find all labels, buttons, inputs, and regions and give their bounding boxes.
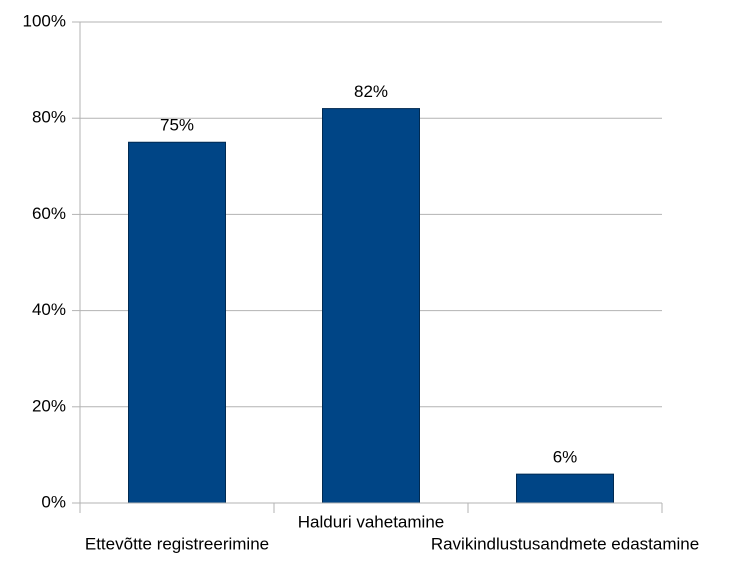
y-tick-label: 80%	[32, 108, 66, 127]
y-tick-label: 0%	[41, 492, 66, 511]
y-tick-label: 100%	[23, 11, 66, 30]
x-tick-label: Ettevõtte registreerimine	[85, 534, 269, 553]
x-tick-label: Halduri vahetamine	[298, 512, 444, 531]
bar	[516, 473, 614, 504]
data-label: 75%	[160, 116, 194, 135]
data-label: 6%	[553, 448, 578, 467]
y-tick-label: 20%	[32, 396, 66, 415]
bar	[322, 108, 420, 504]
data-label: 82%	[354, 82, 388, 101]
x-tick-label: Ravikindlustusandmete edastamine	[431, 534, 699, 553]
bar	[128, 141, 226, 504]
y-tick-label: 40%	[32, 300, 66, 319]
y-tick-label: 60%	[32, 204, 66, 223]
